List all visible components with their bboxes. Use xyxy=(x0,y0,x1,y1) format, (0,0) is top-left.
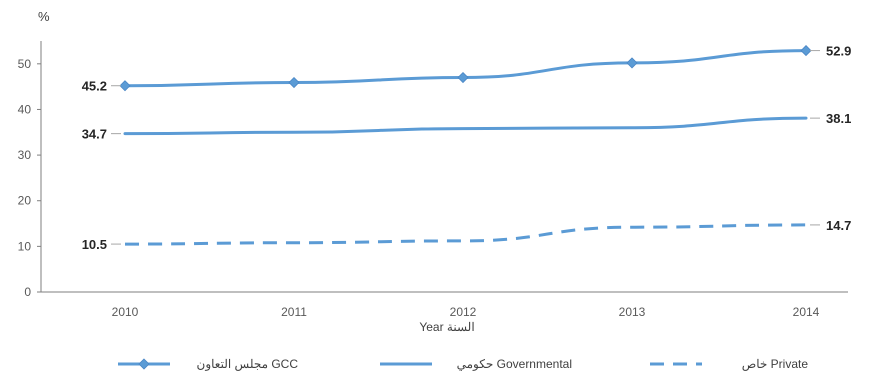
series-layer: 45.2 52.9 34.7 38.1 10.5 14.7 xyxy=(82,44,852,252)
x-tick-label: 2011 xyxy=(281,305,307,319)
legend-item-1: مجلس التعاون GCC xyxy=(118,357,298,371)
x-tick-label: 2013 xyxy=(619,305,646,319)
data-label-first: 10.5 xyxy=(82,237,107,252)
legend-label: خاص Private xyxy=(742,357,809,371)
legend-item-2: حكومي Governmental xyxy=(380,357,572,371)
data-point-marker xyxy=(457,71,469,84)
x-axis-title: Year السنة xyxy=(419,320,474,334)
data-point-marker xyxy=(800,45,812,57)
series-line xyxy=(123,116,808,136)
x-axis-ticks: 2010 2011 2012 2013 2014 xyxy=(112,305,820,319)
series-2: 34.7 38.1 xyxy=(82,111,852,142)
y-tick-label: 0 xyxy=(24,285,31,299)
data-label-first: 45.2 xyxy=(82,79,107,94)
y-axis-ticks: 0 10 20 30 40 50 xyxy=(18,57,41,299)
series-3: 10.5 14.7 xyxy=(82,218,852,252)
x-tick-label: 2014 xyxy=(793,305,820,319)
y-tick-label: 10 xyxy=(18,239,32,253)
legend-item-3: خاص Private xyxy=(650,357,808,371)
data-label-last: 14.7 xyxy=(826,218,851,233)
x-tick-label: 2010 xyxy=(112,305,139,319)
data-point-marker xyxy=(288,76,300,89)
series-line xyxy=(124,223,807,246)
legend-marker xyxy=(138,358,150,370)
y-tick-label: 50 xyxy=(18,57,32,71)
data-label-last: 38.1 xyxy=(826,111,851,126)
data-point-marker xyxy=(119,80,131,92)
data-label-last: 52.9 xyxy=(826,44,851,59)
legend: مجلس التعاون GCC حكومي Governmental خاص Pr… xyxy=(118,357,808,371)
data-label-first: 34.7 xyxy=(82,127,107,142)
legend-label: حكومي Governmental xyxy=(457,357,572,371)
y-tick-label: 20 xyxy=(18,194,32,208)
y-tick-label: 40 xyxy=(18,102,32,116)
y-tick-label: 30 xyxy=(18,148,32,162)
series-1: 45.2 52.9 xyxy=(82,44,852,94)
data-point-marker xyxy=(626,57,638,69)
y-axis-unit: % xyxy=(38,9,50,24)
x-tick-label: 2012 xyxy=(450,305,477,319)
legend-label: مجلس التعاون GCC xyxy=(197,357,299,371)
